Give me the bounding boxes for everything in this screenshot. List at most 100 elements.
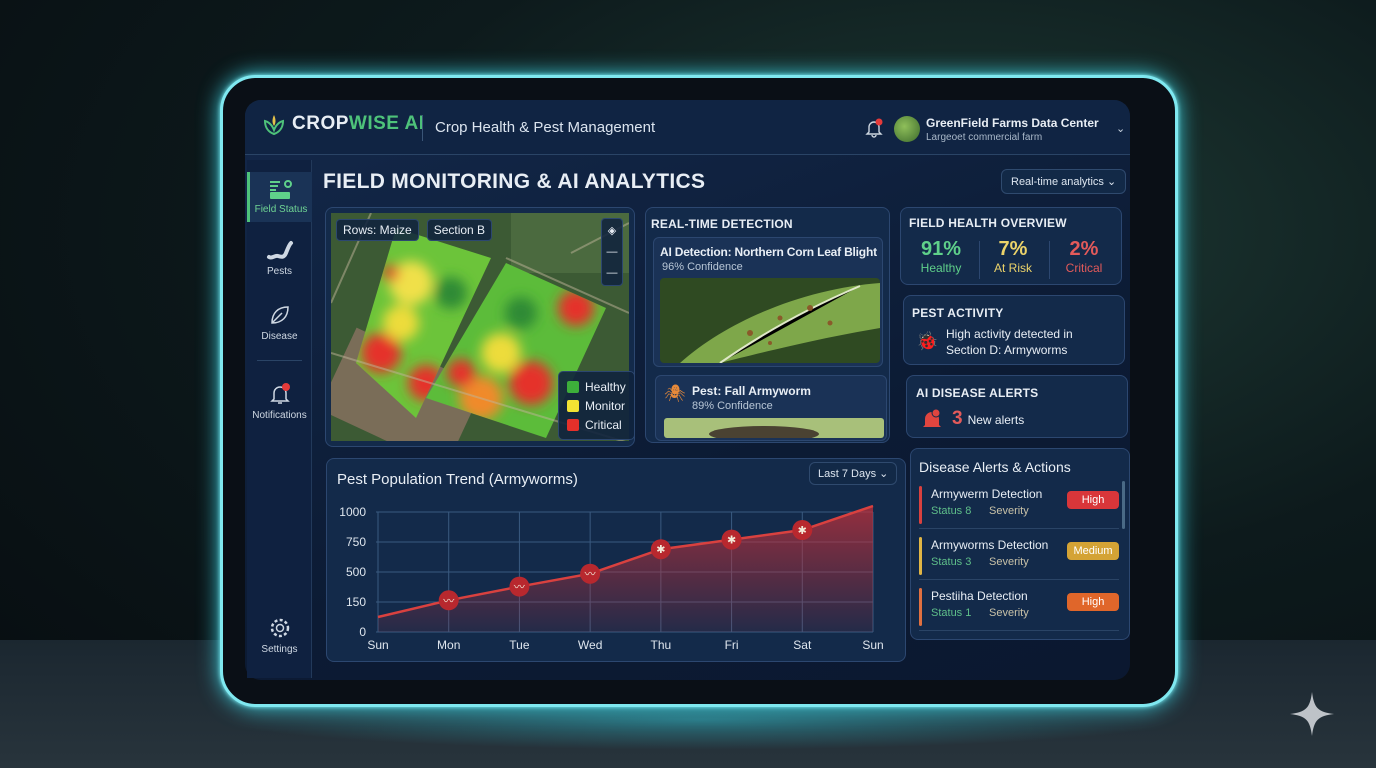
zoom-in-button[interactable]: — [606,246,618,258]
sidebar-item-pests[interactable]: Pests [247,240,312,277]
legend-label: Monitor [585,398,626,413]
pest-activity-line1: High activity detected in [946,327,1073,341]
bug-icon: 🕷 [664,384,686,403]
chevron-down-icon: ⌄ [1106,176,1117,188]
caterpillar-icon: 〰 [585,569,596,581]
select-value: Last 7 Days [818,468,877,480]
divider [979,241,980,279]
detection-title: AI Detection: Northern Corn Leaf Blight [660,245,877,259]
scrollbar[interactable] [1122,481,1125,529]
alert-status: Status 8 [931,505,972,517]
panel-title: FIELD HEALTH OVERVIEW [909,216,1067,230]
sidebar-item-notifications[interactable]: Notifications [247,382,312,421]
data-point-marker [792,520,813,540]
alert-summary: 3 New alerts [952,408,1024,430]
severity-badge[interactable]: High [1067,491,1119,509]
x-tick-label: Sun [862,638,883,652]
pest-activity-panel[interactable]: PEST ACTIVITY 🐞 High activity detected i… [903,295,1125,365]
brand-name-b: WISE AI [348,113,425,134]
data-point-marker [438,590,459,611]
sidebar-item-settings[interactable]: Settings [247,616,312,655]
armyworm-photo [664,418,884,438]
sidebar-item-label: Disease [261,331,298,342]
critical-swatch [567,418,579,431]
severity-bar [919,537,922,575]
alert-text: New alerts [967,413,1025,427]
at-risk-stat: 7% At Risk [978,238,1048,275]
detection-confidence: 96% Confidence [662,261,743,273]
app-header [245,100,1130,155]
brand-name: CROPWISE AI [292,113,425,135]
zoom-out-button[interactable]: — [606,267,618,279]
bug-icon: ✱ [798,525,807,537]
sidebar-item-label: Field Status [254,204,308,215]
account-subtitle: Largeoet commercial farm [926,132,1043,143]
alert-status: Status 3 [931,556,972,568]
bug-icon: ✱ [727,535,736,547]
brand-name-a: CROP [292,113,349,134]
account-name[interactable]: GreenField Farms Data Center [926,116,1099,130]
y-tick-label: 150 [346,595,366,609]
recenter-icon[interactable]: ◈ [607,225,617,237]
ai-disease-alerts-panel[interactable]: AI DISEASE ALERTS 3 New alerts [906,375,1128,438]
avatar[interactable] [894,116,920,142]
bug-icon: ✱ [656,544,665,556]
account-chevron-down-icon[interactable]: ⌄ [1116,123,1126,135]
app-title: Crop Health & Pest Management [435,119,656,136]
chart-title: Pest Population Trend (Armyworms) [337,471,578,488]
severity-badge[interactable]: High [1067,593,1119,611]
monitor-swatch [567,399,579,412]
detection-card[interactable]: 🕷 Pest: Fall Armyworm 89% Confidence [655,375,887,441]
sidebar-item-disease[interactable]: Disease [247,303,312,342]
x-tick-label: Wed [578,638,602,652]
chevron-down-icon: ⌄ [879,468,889,480]
pest-trend-chart-panel: Pest Population Trend (Armyworms) Last 7… [326,458,906,662]
detection-title: Pest: Fall Armyworm [692,384,811,398]
y-tick-label: 500 [346,565,366,579]
x-tick-label: Sat [793,638,812,652]
x-tick-label: Mon [437,638,460,652]
alert-row[interactable]: Armyworms Detection Status 3 Severity Me… [919,534,1119,580]
sprout-logo-icon [263,115,285,136]
series-line [377,504,874,619]
stat-label: At Risk [993,261,1032,275]
alert-row[interactable]: Pestiiha Detection Status 1 Severity Hig… [919,585,1119,631]
real-time-detection-panel: REAL-TIME DETECTION AI Detection: Northe… [645,207,890,443]
severity-badge[interactable]: Medium [1067,542,1119,560]
sidebar-item-label: Notifications [252,410,307,421]
notifications-button[interactable] [864,118,884,143]
sparkle-icon [1290,692,1334,736]
header-divider [422,115,423,141]
y-tick-label: 1000 [339,505,366,519]
data-point-marker [580,563,601,584]
stat-label: Critical [1065,261,1103,275]
detection-card[interactable]: AI Detection: Northern Corn Leaf Blight … [653,237,883,367]
data-point-marker [650,539,671,560]
stat-label: Healthy [920,261,962,275]
legend-item: Healthy [567,377,626,396]
sidebar-item-field-status[interactable]: Field Status [247,172,312,222]
caterpillar-icon [266,241,293,260]
sidebar-divider [257,360,302,361]
section-chip[interactable]: Section B [426,219,493,241]
legend-label: Critical [585,417,622,432]
alert-count: 3 [952,408,963,429]
y-tick-label: 750 [346,535,366,549]
crop-rows-chip[interactable]: Rows: Maize [336,219,419,241]
date-range-select[interactable]: Last 7 Days ⌄ [809,462,898,485]
alert-row[interactable]: Armywerm Detection Status 8 Severity Hig… [919,483,1119,529]
panel-title: REAL-TIME DETECTION [651,217,793,231]
map-controls: ◈ — — [601,218,623,286]
x-tick-label: Tue [509,638,530,652]
disease-actions-panel: Disease Alerts & Actions Armywerm Detect… [910,448,1130,640]
analytics-mode-select[interactable]: Real-time analytics ⌄ [1001,169,1127,194]
legend-item: Critical [567,415,626,434]
caterpillar-icon: 〰 [443,595,454,607]
x-tick-label: Fri [725,638,739,652]
field-map-panel: Rows: Maize Section B ◈ — — Healthy Monito… [325,207,635,447]
data-point-marker [509,576,530,597]
sidebar-item-label: Settings [261,644,298,655]
logo[interactable]: CROPWISE AI [262,112,425,136]
field-status-icon [270,180,292,199]
